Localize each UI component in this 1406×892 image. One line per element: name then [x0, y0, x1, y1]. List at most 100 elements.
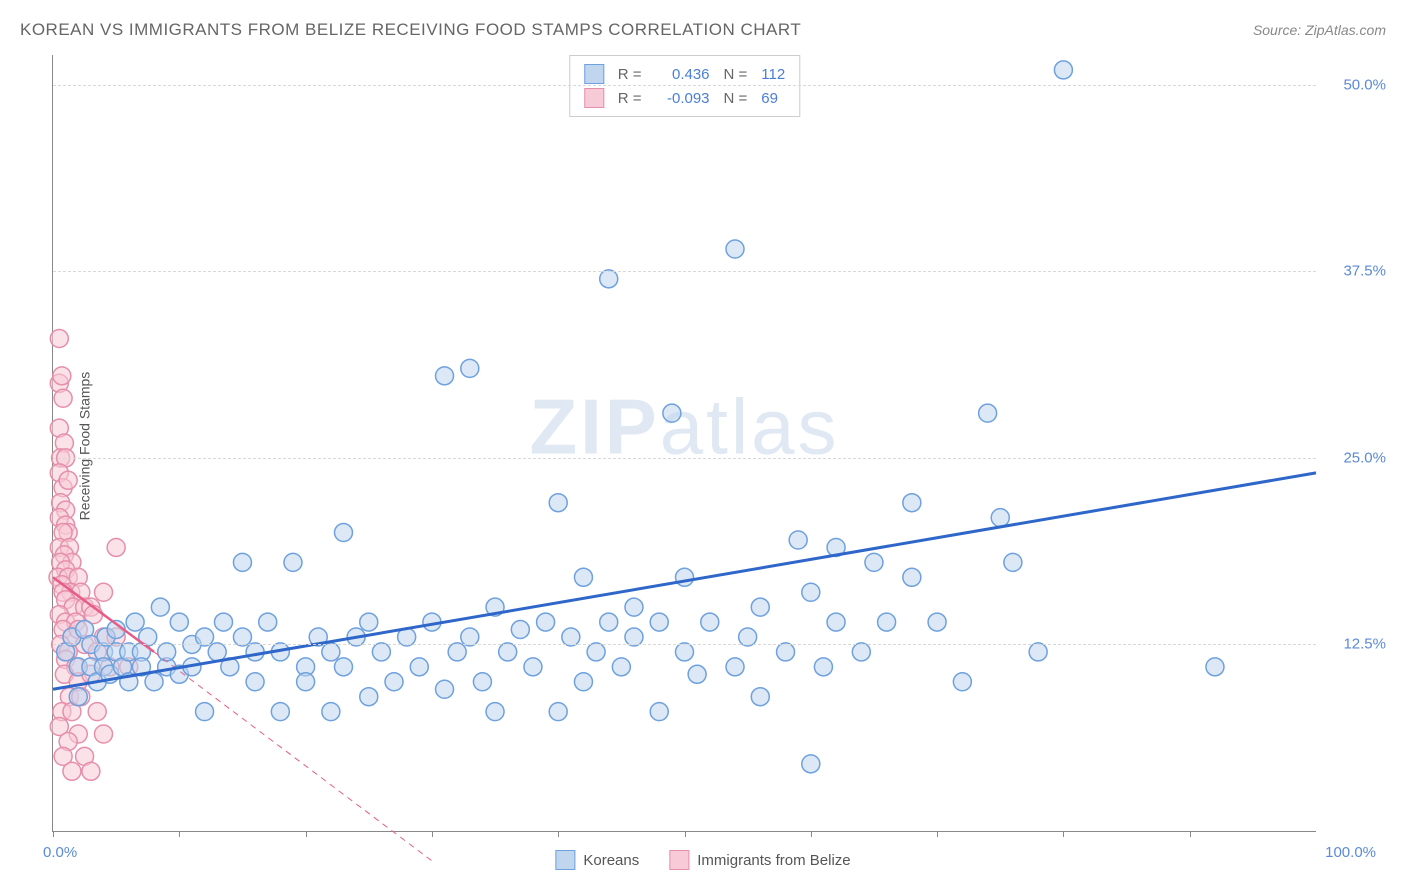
- data-point: [473, 673, 491, 691]
- data-point: [537, 613, 555, 631]
- data-point: [928, 613, 946, 631]
- stat-n-value: 112: [761, 66, 785, 83]
- data-point: [461, 359, 479, 377]
- x-tick: [558, 831, 559, 837]
- stat-n-value: 69: [761, 90, 778, 107]
- data-point: [360, 613, 378, 631]
- data-point: [802, 755, 820, 773]
- stats-legend-row: R =-0.093N =69: [584, 86, 785, 110]
- data-point: [322, 703, 340, 721]
- legend-label: Immigrants from Belize: [697, 852, 850, 869]
- legend-item: Immigrants from Belize: [669, 850, 850, 870]
- gridline: [53, 271, 1316, 272]
- legend-item: Koreans: [555, 850, 639, 870]
- data-point: [903, 568, 921, 586]
- data-point: [549, 703, 567, 721]
- data-point: [751, 598, 769, 616]
- data-point: [1004, 553, 1022, 571]
- correlation-chart: KOREAN VS IMMIGRANTS FROM BELIZE RECEIVI…: [0, 0, 1406, 892]
- plot-svg: [53, 55, 1316, 831]
- data-point: [688, 665, 706, 683]
- data-point: [574, 568, 592, 586]
- data-point: [385, 673, 403, 691]
- data-point: [246, 673, 264, 691]
- data-point: [461, 628, 479, 646]
- data-point: [1054, 61, 1072, 79]
- data-point: [865, 553, 883, 571]
- data-point: [650, 613, 668, 631]
- gridline: [53, 85, 1316, 86]
- x-tick: [1190, 831, 1191, 837]
- data-point: [903, 494, 921, 512]
- x-tick: [937, 831, 938, 837]
- stat-r-label: R =: [618, 66, 642, 83]
- stat-r-label: R =: [618, 90, 642, 107]
- data-point: [53, 367, 71, 385]
- y-tick-label: 37.5%: [1343, 263, 1386, 280]
- stats-legend: R =0.436N =112R =-0.093N =69: [569, 55, 800, 117]
- data-point: [814, 658, 832, 676]
- plot-area: ZIPatlas R =0.436N =112R =-0.093N =69 12…: [52, 55, 1316, 832]
- x-tick: [685, 831, 686, 837]
- data-point: [663, 404, 681, 422]
- x-tick: [811, 831, 812, 837]
- legend-swatch: [669, 850, 689, 870]
- data-point: [991, 509, 1009, 527]
- data-point: [789, 531, 807, 549]
- data-point: [448, 643, 466, 661]
- data-point: [650, 703, 668, 721]
- data-point: [562, 628, 580, 646]
- legend-label: Koreans: [583, 852, 639, 869]
- source-attribution: Source: ZipAtlas.com: [1253, 22, 1386, 38]
- stat-r-value: 0.436: [656, 66, 710, 83]
- data-point: [878, 613, 896, 631]
- data-point: [95, 725, 113, 743]
- data-point: [549, 494, 567, 512]
- y-tick-label: 12.5%: [1343, 636, 1386, 653]
- data-point: [360, 688, 378, 706]
- stat-n-label: N =: [724, 66, 748, 83]
- x-tick-label-left: 0.0%: [43, 844, 77, 861]
- data-point: [739, 628, 757, 646]
- gridline: [53, 644, 1316, 645]
- data-point: [284, 553, 302, 571]
- data-point: [612, 658, 630, 676]
- data-point: [410, 658, 428, 676]
- data-point: [271, 703, 289, 721]
- y-tick-label: 50.0%: [1343, 76, 1386, 93]
- data-point: [297, 673, 315, 691]
- data-point: [511, 621, 529, 639]
- data-point: [170, 613, 188, 631]
- stat-n-label: N =: [724, 90, 748, 107]
- data-point: [600, 613, 618, 631]
- data-point: [600, 270, 618, 288]
- data-point: [107, 538, 125, 556]
- x-tick: [53, 831, 54, 837]
- data-point: [82, 762, 100, 780]
- data-point: [827, 613, 845, 631]
- data-point: [486, 703, 504, 721]
- data-point: [63, 762, 81, 780]
- data-point: [676, 643, 694, 661]
- data-point: [322, 643, 340, 661]
- data-point: [574, 673, 592, 691]
- data-point: [436, 367, 454, 385]
- data-point: [59, 471, 77, 489]
- x-tick: [179, 831, 180, 837]
- data-point: [233, 628, 251, 646]
- data-point: [151, 598, 169, 616]
- data-point: [95, 583, 113, 601]
- data-point: [196, 628, 214, 646]
- data-point: [50, 330, 68, 348]
- data-point: [751, 688, 769, 706]
- chart-title: KOREAN VS IMMIGRANTS FROM BELIZE RECEIVI…: [20, 20, 801, 40]
- data-point: [54, 389, 72, 407]
- data-point: [145, 673, 163, 691]
- legend-swatch: [584, 64, 604, 84]
- x-tick: [1063, 831, 1064, 837]
- x-tick: [306, 831, 307, 837]
- data-point: [524, 658, 542, 676]
- y-tick-label: 25.0%: [1343, 449, 1386, 466]
- data-point: [1029, 643, 1047, 661]
- x-tick-label-right: 100.0%: [1325, 844, 1376, 861]
